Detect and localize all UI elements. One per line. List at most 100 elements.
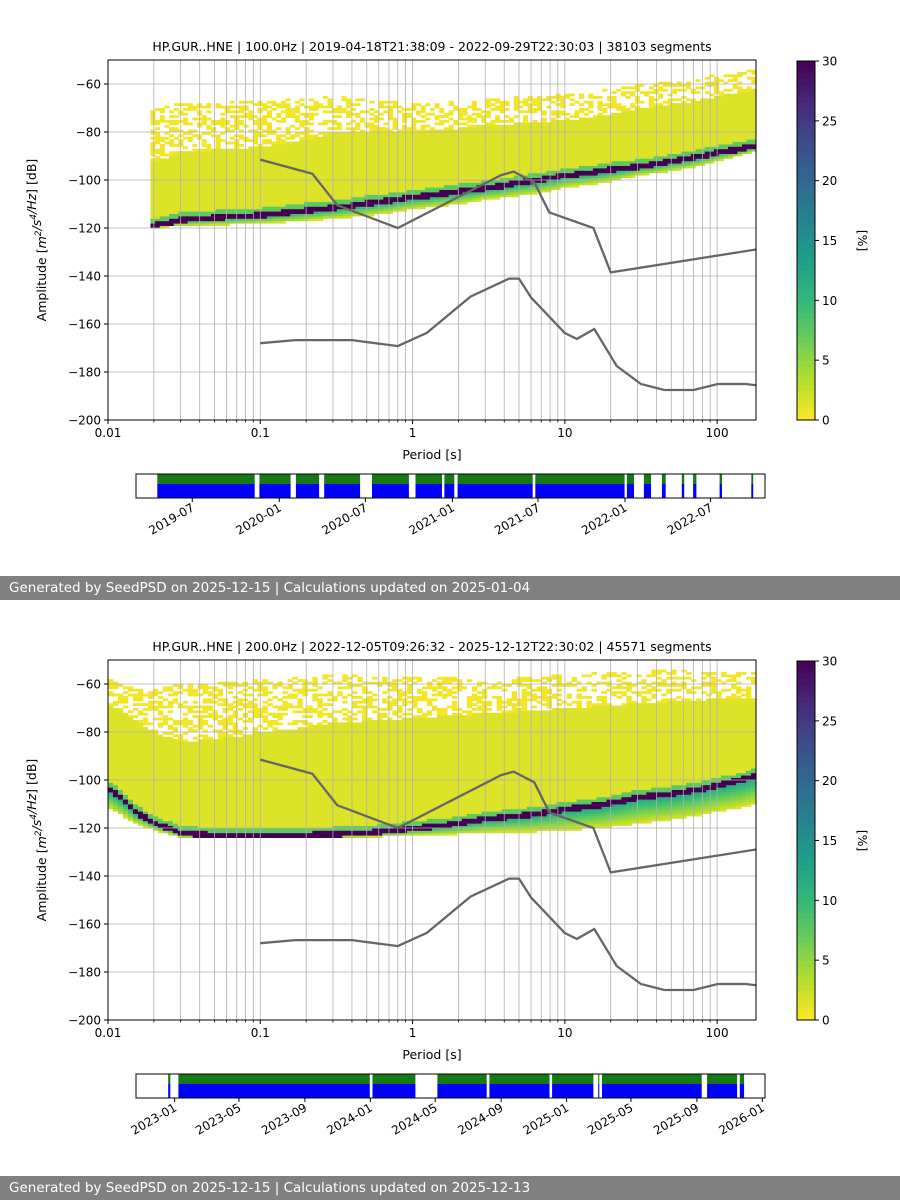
heatmap-cell <box>481 163 487 166</box>
heatmap-cell <box>224 177 231 181</box>
heatmap-cell <box>648 120 654 123</box>
heatmap-cell <box>523 175 529 178</box>
heatmap-cell <box>271 201 277 205</box>
heatmap-cell <box>681 146 687 150</box>
heatmap-cell <box>490 187 496 190</box>
heatmap-cell <box>620 172 626 176</box>
heatmap-cell <box>667 112 673 116</box>
heatmap-cell <box>420 172 426 176</box>
heatmap-cell <box>280 100 286 104</box>
heatmap-cell <box>360 211 366 214</box>
heatmap-cell <box>327 180 333 183</box>
heatmap-cell <box>453 129 459 133</box>
heatmap-cell <box>294 172 300 176</box>
heatmap-cell <box>299 146 305 150</box>
heatmap-cell <box>294 163 300 166</box>
heatmap-cell <box>714 86 720 90</box>
heatmap-cell <box>481 146 487 150</box>
heatmap-cell <box>560 175 566 178</box>
heatmap-cell <box>252 156 258 159</box>
heatmap-cell <box>155 208 161 212</box>
nhnm-line <box>259 158 756 274</box>
heatmap-cell <box>350 160 356 164</box>
heatmap-cell <box>611 91 617 94</box>
heatmap-cell <box>290 153 296 157</box>
heatmap-cell <box>322 144 328 147</box>
heatmap-cell <box>676 151 682 154</box>
heatmap-cell <box>714 91 720 94</box>
heatmap-cell <box>164 204 170 207</box>
y-tick-label: −100 <box>68 174 101 188</box>
heatmap-cell <box>560 96 566 99</box>
heatmap-cell <box>378 105 384 109</box>
heatmap-cell <box>159 158 165 162</box>
heatmap-cell <box>224 187 231 190</box>
heatmap-cell <box>401 141 408 145</box>
heatmap-cell <box>597 139 603 142</box>
heatmap-cell <box>485 105 491 109</box>
heatmap-cell <box>495 132 501 135</box>
heatmap-cell <box>695 163 701 166</box>
heatmap-cell <box>290 115 296 118</box>
heatmap-cell <box>369 201 375 205</box>
heatmap-cell <box>742 122 748 126</box>
y-axis-label-part: Amplitude [ <box>34 248 49 321</box>
heatmap-cell <box>341 182 347 186</box>
heatmap-cell <box>616 177 622 181</box>
heatmap-cell <box>294 100 300 104</box>
heatmap-cell <box>285 216 291 219</box>
heatmap-cell <box>616 144 622 147</box>
heatmap-cell <box>448 192 454 195</box>
heatmap-cell <box>602 170 608 174</box>
heatmap-cell <box>620 168 626 171</box>
heatmap-cell <box>173 187 179 190</box>
heatmap-cell <box>714 151 720 154</box>
heatmap-cell <box>476 156 482 159</box>
heatmap-cell <box>569 129 575 133</box>
heatmap-cell <box>355 163 361 166</box>
heatmap-cell <box>429 184 435 188</box>
heatmap-cell <box>532 129 538 133</box>
heatmap-cell <box>574 110 580 114</box>
heatmap-cell <box>481 177 487 181</box>
heatmap-cell <box>350 206 356 210</box>
heatmap-cell <box>262 180 268 183</box>
heatmap-cell <box>318 184 324 188</box>
heatmap-cell <box>369 172 375 176</box>
heatmap-cell <box>457 175 463 178</box>
heatmap-cell <box>201 160 207 164</box>
heatmap-cell <box>355 208 361 212</box>
heatmap-cell <box>728 153 734 157</box>
heatmap-cell <box>704 103 710 106</box>
heatmap-cell <box>560 105 566 109</box>
heatmap-cell <box>523 122 529 126</box>
heatmap-cell <box>644 132 650 135</box>
heatmap-cell <box>518 165 524 169</box>
heatmap-cell <box>262 199 268 202</box>
heatmap-cell <box>448 196 454 200</box>
heatmap-cell <box>704 136 710 140</box>
heatmap-cell <box>565 151 571 154</box>
heatmap-cell <box>532 172 538 176</box>
heatmap-cell <box>290 184 296 188</box>
heatmap-cell <box>243 175 249 178</box>
heatmap-cell <box>667 93 673 97</box>
heatmap-cell <box>271 168 277 171</box>
heatmap-cell <box>718 129 724 133</box>
heatmap-cell <box>201 117 207 121</box>
heatmap-cell <box>378 139 384 142</box>
heatmap-cell <box>378 100 384 104</box>
heatmap-cell <box>588 163 594 166</box>
heatmap-cell <box>509 124 515 128</box>
heatmap-cell <box>541 163 547 166</box>
heatmap-cell <box>374 201 380 205</box>
heatmap-cell <box>211 192 217 195</box>
heatmap-cell <box>569 177 575 181</box>
heatmap-cell <box>346 172 352 176</box>
heatmap-cell <box>485 160 491 164</box>
heatmap-cell <box>336 175 342 178</box>
heatmap-cell <box>397 168 403 171</box>
heatmap-cell <box>262 134 268 138</box>
heatmap-cell <box>630 139 636 142</box>
heatmap-cell <box>546 151 552 154</box>
